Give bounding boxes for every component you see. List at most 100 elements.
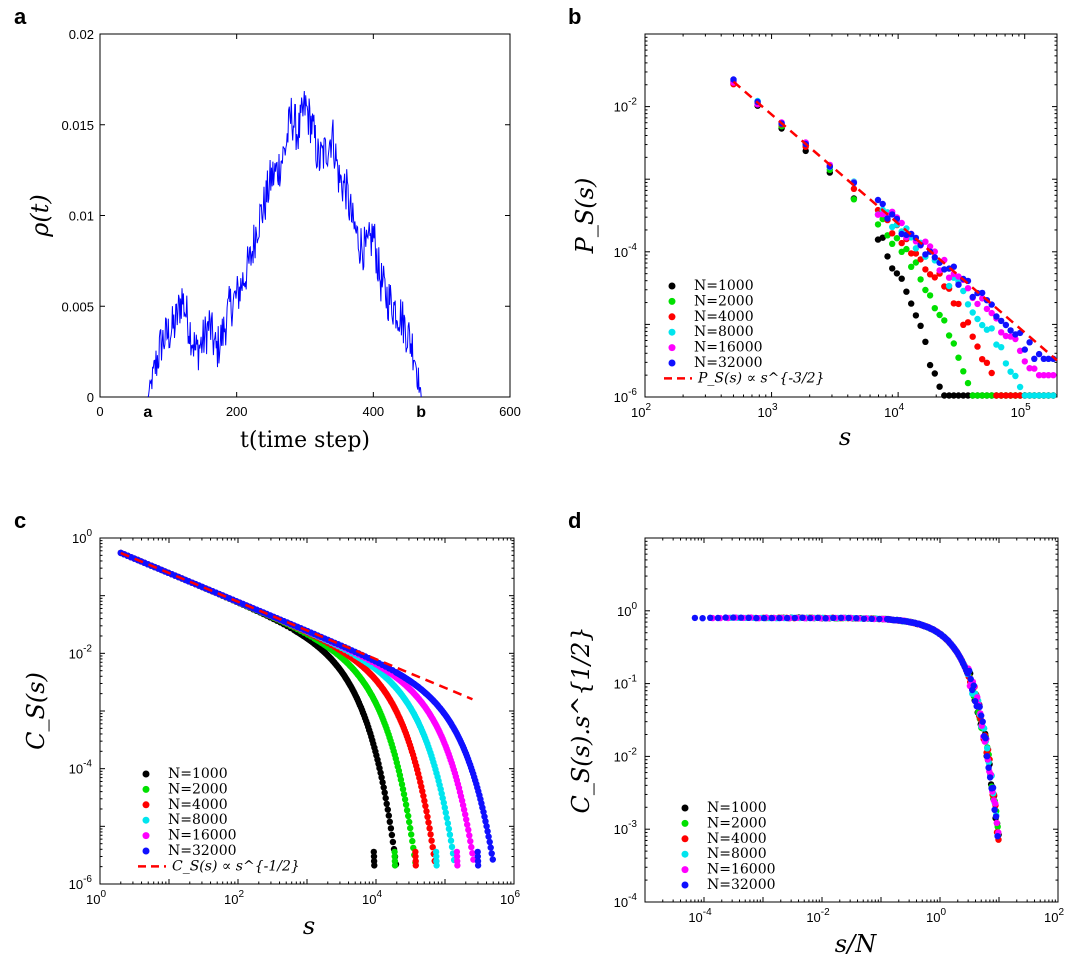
x-tick-label: 104 [884, 402, 904, 420]
legend-label: N=16000 [168, 828, 237, 844]
data-point [433, 862, 440, 869]
data-point [922, 238, 929, 245]
x-tick-label: 102 [631, 402, 651, 420]
data-point [474, 853, 481, 860]
data-point [874, 211, 882, 218]
data-point [903, 288, 910, 295]
data-point [433, 853, 440, 860]
data-point [998, 392, 1005, 399]
data-point [1045, 355, 1052, 362]
data-point [993, 313, 1000, 320]
data-point [1012, 392, 1019, 399]
series-n-8000 [727, 614, 1001, 839]
legend-fit-label: P_S(s) ∝ s^{-3/2} [697, 370, 825, 386]
data-point [908, 250, 915, 257]
data-point [922, 251, 929, 258]
data-point [979, 289, 986, 297]
data-point [405, 812, 412, 820]
data-point [984, 745, 991, 752]
data-point [903, 245, 910, 253]
data-point [1016, 383, 1024, 391]
data-point [876, 615, 883, 623]
x-tick-label: 10-4 [688, 907, 712, 925]
x-tick-label: 105 [1011, 402, 1031, 420]
data-point [482, 818, 489, 825]
data-point [983, 753, 991, 760]
data-point [964, 319, 972, 326]
data-point [1016, 392, 1024, 399]
panel-a: a 0 200 400 600 0 0.005 0.01 0.015 0.02 a b t(time s… [14, 4, 521, 453]
legend-label: N=32000 [168, 843, 237, 859]
legend-label: N=16000 [707, 862, 776, 878]
y-tick-label: 10-3 [614, 819, 638, 837]
data-point [931, 274, 938, 281]
data-point [714, 614, 722, 622]
data-point [446, 831, 454, 838]
y-tick-label: 0.015 [61, 118, 94, 133]
plot-frame-b [644, 33, 1058, 398]
data-point [445, 825, 453, 833]
data-point [423, 808, 430, 815]
legend-label: N=8000 [168, 812, 228, 828]
data-point [964, 301, 972, 308]
data-point [370, 848, 377, 856]
data-point [960, 392, 967, 399]
legend-marker-n-8000 [681, 850, 689, 858]
data-point [432, 848, 440, 856]
data-point [378, 774, 385, 781]
data-point [986, 774, 994, 781]
data-point [412, 862, 419, 869]
data-point [989, 784, 997, 791]
legend-label: N=1000 [694, 278, 754, 294]
data-point [922, 338, 929, 345]
data-point [982, 735, 989, 742]
data-point [1007, 333, 1014, 340]
data-point [730, 614, 737, 621]
data-point [1021, 392, 1028, 399]
legend-marker-n-1000 [668, 282, 676, 290]
data-point [1026, 392, 1033, 399]
data-point [936, 311, 943, 319]
legend-label: N=4000 [707, 831, 767, 847]
data-point [409, 837, 416, 845]
data-point [992, 813, 1000, 820]
data-point [898, 275, 905, 282]
data-point [1031, 392, 1038, 399]
data-point [993, 819, 1000, 827]
data-point [443, 814, 450, 822]
data-point [945, 392, 953, 399]
data-point [976, 703, 983, 710]
data-point [955, 354, 962, 361]
x-tick-label: 400 [362, 404, 384, 419]
data-point [991, 806, 998, 813]
data-point [730, 76, 737, 83]
legend-marker-n-2000 [681, 819, 689, 827]
data-point [419, 788, 426, 795]
data-point [898, 219, 905, 227]
x-axis-label-b: s [839, 423, 851, 451]
data-point [969, 392, 976, 399]
series-n-4000 [744, 614, 1002, 843]
data-point [408, 831, 415, 838]
y-axis-label-c: C_S(s) [22, 672, 50, 750]
y-tick-label: 100 [72, 528, 92, 546]
data-point [699, 615, 706, 622]
y-tick-label: 10-4 [69, 759, 93, 777]
data-point [860, 615, 868, 622]
x-tick-label: 106 [500, 889, 520, 907]
data-point [941, 392, 948, 399]
plot-frame-c [99, 537, 515, 885]
data-point [776, 614, 783, 622]
data-point [1007, 368, 1014, 375]
data-point [985, 764, 992, 771]
fit-line-b [732, 80, 1058, 362]
data-point [912, 245, 920, 252]
data-point [983, 359, 991, 366]
legend-label: N=2000 [707, 815, 767, 831]
data-point [874, 196, 882, 204]
legend-marker-n-16000 [142, 832, 150, 840]
data-point [783, 614, 791, 622]
x-tick-label: 600 [499, 404, 521, 419]
data-point [474, 862, 482, 869]
data-point [912, 312, 920, 319]
